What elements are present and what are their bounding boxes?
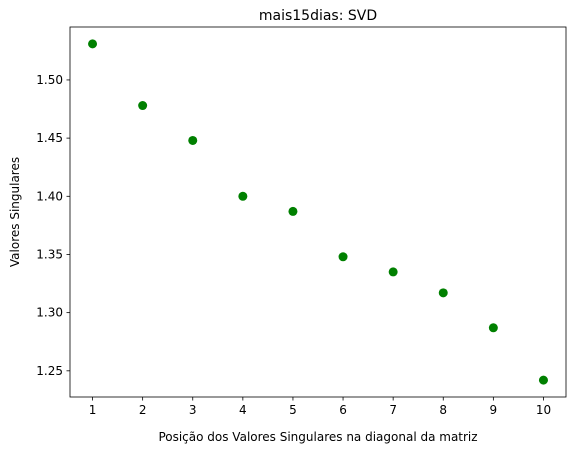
y-tick-label: 1.50 bbox=[36, 73, 63, 87]
x-axis: 1 2 3 4 5 6 7 8 9 10 bbox=[89, 397, 551, 417]
x-tick-label: 9 bbox=[490, 403, 498, 417]
x-tick-label: 2 bbox=[139, 403, 147, 417]
data-point bbox=[438, 288, 448, 298]
x-tick-label: 4 bbox=[239, 403, 247, 417]
x-tick-label: 6 bbox=[339, 403, 347, 417]
data-point bbox=[238, 191, 248, 201]
y-axis: 1.25 1.30 1.35 1.40 1.45 1.50 bbox=[36, 73, 70, 378]
y-tick-label: 1.40 bbox=[36, 189, 63, 203]
x-tick-label: 10 bbox=[536, 403, 551, 417]
x-tick-label: 3 bbox=[189, 403, 197, 417]
data-point bbox=[88, 39, 98, 49]
y-tick-label: 1.45 bbox=[36, 131, 63, 145]
x-tick-label: 7 bbox=[389, 403, 397, 417]
x-tick-label: 1 bbox=[89, 403, 97, 417]
x-tick-label: 8 bbox=[439, 403, 447, 417]
chart-title: mais15dias: SVD bbox=[259, 8, 377, 24]
data-points bbox=[88, 39, 548, 385]
data-point bbox=[288, 206, 298, 216]
data-point bbox=[138, 101, 148, 111]
y-tick-label: 1.30 bbox=[36, 306, 63, 320]
y-tick-label: 1.25 bbox=[36, 364, 63, 378]
data-point bbox=[488, 323, 498, 333]
y-axis-label: Valores Singulares bbox=[8, 157, 22, 267]
data-point bbox=[338, 252, 348, 262]
data-point bbox=[388, 267, 398, 277]
y-tick-label: 1.35 bbox=[36, 247, 63, 261]
data-point bbox=[538, 375, 548, 385]
data-point bbox=[188, 135, 198, 145]
plot-frame bbox=[69, 26, 567, 398]
x-tick-label: 5 bbox=[289, 403, 297, 417]
x-axis-label: Posição dos Valores Singulares na diagon… bbox=[158, 430, 477, 444]
